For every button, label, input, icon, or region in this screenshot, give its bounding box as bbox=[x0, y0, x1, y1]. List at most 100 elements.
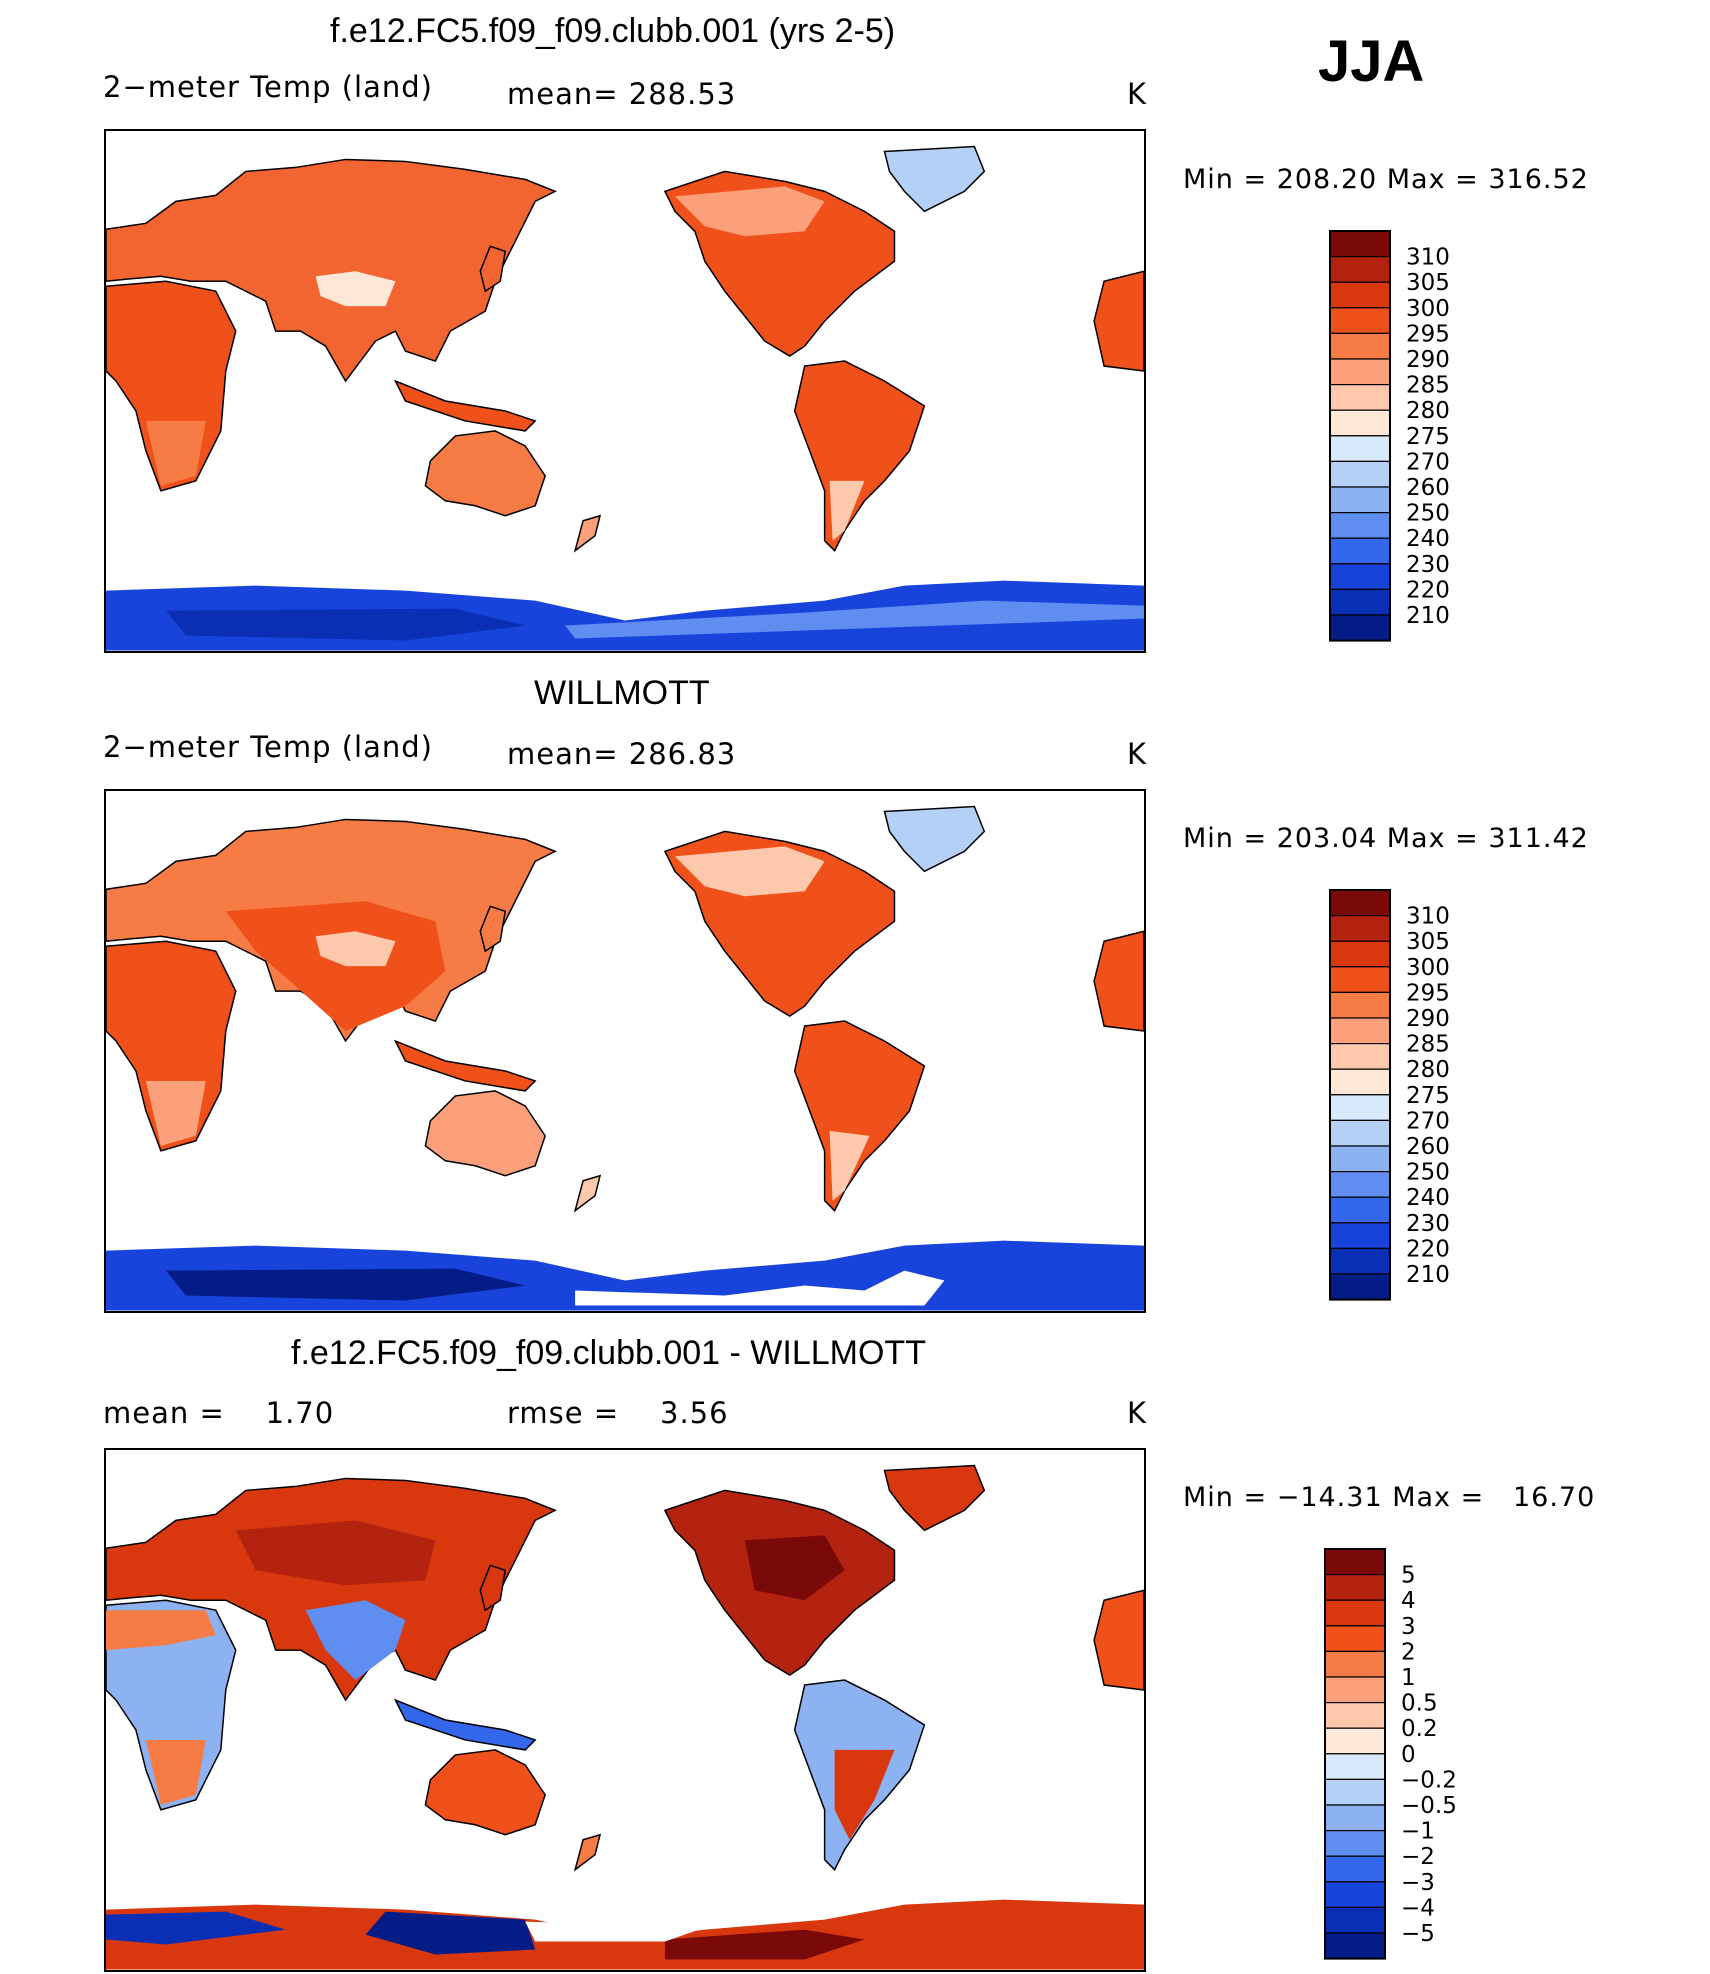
colorbar-swatch bbox=[1324, 1753, 1386, 1781]
panel-2-mean-label: mean= 286.83 bbox=[507, 737, 737, 771]
colorbar-tick-label: 310 bbox=[1406, 245, 1450, 271]
colorbar-swatch bbox=[1329, 256, 1391, 283]
colorbar-tick-label: 290 bbox=[1406, 1006, 1450, 1032]
colorbar-swatch bbox=[1329, 1222, 1391, 1249]
panel-1-map bbox=[104, 129, 1146, 653]
land-japan bbox=[479, 1564, 507, 1612]
panel-1-mean-label: mean= 288.53 bbox=[507, 77, 737, 111]
colorbar-swatch bbox=[1329, 966, 1391, 994]
colorbar-swatch bbox=[1329, 409, 1391, 437]
colorbar-tick-label: 250 bbox=[1406, 1160, 1450, 1186]
land-southern-africa bbox=[145, 1080, 206, 1146]
land-antarctica-hot bbox=[664, 1929, 865, 1960]
colorbar-swatch bbox=[1329, 940, 1391, 968]
land-patagonia bbox=[829, 480, 865, 541]
colorbar-tick-label: 280 bbox=[1406, 398, 1450, 424]
colorbar-swatch bbox=[1324, 1650, 1386, 1678]
land-antarctica-interior bbox=[165, 608, 526, 641]
colorbar-swatch bbox=[1329, 915, 1391, 942]
land-new-zealand bbox=[573, 1833, 602, 1872]
land-southern-africa bbox=[145, 420, 206, 486]
land-africa bbox=[106, 280, 237, 492]
land-antarctica-ice bbox=[525, 1921, 705, 1942]
colorbar-swatch bbox=[1329, 281, 1391, 309]
land-indonesia bbox=[393, 1698, 537, 1751]
panel-3-units-label: K bbox=[1127, 1396, 1148, 1430]
colorbar-swatch bbox=[1324, 1804, 1386, 1832]
colorbar-tick-label: 250 bbox=[1406, 501, 1450, 527]
colorbar-frame bbox=[1329, 230, 1391, 642]
colorbar-tick-label: 290 bbox=[1406, 347, 1450, 373]
colorbar-swatch bbox=[1329, 460, 1391, 488]
colorbar-frame bbox=[1329, 889, 1391, 1301]
colorbar-tick-label: −2 bbox=[1401, 1844, 1435, 1870]
land-new-zealand bbox=[573, 514, 602, 553]
panel-1-units-label: K bbox=[1127, 77, 1148, 111]
panel-3-colorbar: 5 4 3 2 1 0.5 0.2 0 −0.2 −0.5 −1 −2 −3 −4 −5 bbox=[1324, 1548, 1525, 1969]
colorbar-swatch bbox=[1324, 1830, 1386, 1857]
land-antarctica-cool-2 bbox=[365, 1911, 536, 1955]
colorbar-swatch bbox=[1324, 1881, 1386, 1908]
colorbar-swatch bbox=[1329, 230, 1391, 258]
colorbar-tick-label: −0.5 bbox=[1401, 1793, 1457, 1819]
colorbar-frame bbox=[1324, 1548, 1386, 1960]
colorbar-swatch bbox=[1329, 1196, 1391, 1224]
panel-2-colorbar-svg: 3103053002952902852802752702602502402302… bbox=[1329, 889, 1450, 1301]
land-africa bbox=[106, 940, 237, 1152]
colorbar-swatch bbox=[1324, 1778, 1386, 1806]
colorbar-tick-label: 280 bbox=[1406, 1057, 1450, 1083]
panel-3-mean-label: mean = 1.70 bbox=[103, 1396, 335, 1430]
colorbar-tick-label: 240 bbox=[1406, 526, 1450, 552]
colorbar-swatch bbox=[1329, 1247, 1391, 1275]
colorbar-swatch bbox=[1324, 1727, 1386, 1755]
colorbar-tick-label: −1 bbox=[1401, 1819, 1435, 1845]
land-new-zealand bbox=[573, 1174, 602, 1213]
land-antarctica-interior bbox=[165, 1268, 526, 1301]
land-australia bbox=[424, 1749, 546, 1836]
land-patagonia bbox=[829, 1130, 870, 1201]
colorbar-tick-label: −5 bbox=[1401, 1921, 1435, 1947]
land-southern-africa bbox=[145, 1739, 206, 1805]
colorbar-tick-label: 5 bbox=[1401, 1563, 1416, 1589]
colorbar-swatch bbox=[1329, 614, 1391, 642]
colorbar-swatch bbox=[1329, 512, 1391, 539]
land-south-america-warm bbox=[834, 1749, 895, 1840]
panel-2-map-svg bbox=[106, 805, 1144, 1311]
colorbar-tick-label: 1 bbox=[1401, 1665, 1416, 1691]
colorbar-tick-label: 275 bbox=[1406, 1083, 1450, 1109]
land-africa-east-edge bbox=[1093, 930, 1144, 1032]
land-japan bbox=[479, 245, 507, 293]
land-greenland bbox=[883, 805, 986, 873]
panel-2-map bbox=[104, 789, 1146, 1313]
colorbar-swatch bbox=[1329, 384, 1391, 411]
land-eurasia bbox=[106, 1477, 557, 1702]
land-indonesia bbox=[393, 1039, 537, 1092]
colorbar-swatch bbox=[1329, 537, 1391, 565]
colorbar-swatch bbox=[1329, 358, 1391, 386]
colorbar-tick-label: 295 bbox=[1406, 321, 1450, 347]
panel-1-title: f.e12.FC5.f09_f09.clubb.001 (yrs 2-5) bbox=[330, 12, 896, 50]
colorbar-tick-label: 260 bbox=[1406, 475, 1450, 501]
colorbar-swatch bbox=[1329, 1119, 1391, 1147]
colorbar-tick-label: 270 bbox=[1406, 449, 1450, 475]
panel-3-title: f.e12.FC5.f09_f09.clubb.001 - WILLMOTT bbox=[291, 1334, 926, 1372]
colorbar-tick-label: 230 bbox=[1406, 1211, 1450, 1237]
colorbar-swatch bbox=[1324, 1625, 1386, 1653]
panel-1-colorbar-svg: 3103053002952902852802752702602502402302… bbox=[1329, 230, 1450, 642]
colorbar-tick-label: 240 bbox=[1406, 1185, 1450, 1211]
panel-3-map-svg bbox=[106, 1464, 1144, 1970]
land-south-asia-cool bbox=[305, 1600, 406, 1681]
panel-3-map bbox=[104, 1448, 1146, 1972]
panel-2-colorbar: 310 305 300 295 290 285 280 275 270 260 250 240 230 2… bbox=[1329, 889, 1530, 1301]
land-africa bbox=[106, 1599, 237, 1811]
colorbar-tick-label: 305 bbox=[1406, 270, 1450, 296]
colorbar-swatch bbox=[1329, 1043, 1391, 1070]
colorbar-tick-label: 0.5 bbox=[1401, 1691, 1438, 1717]
map-land-warm bbox=[106, 145, 1144, 553]
land-canada-north bbox=[674, 846, 825, 897]
panel-1-variable-label: 2−meter Temp (land) bbox=[103, 70, 433, 104]
colorbar-tick-label: 310 bbox=[1406, 904, 1450, 930]
colorbar-swatch bbox=[1329, 1094, 1391, 1122]
colorbar-swatch bbox=[1329, 1068, 1391, 1096]
